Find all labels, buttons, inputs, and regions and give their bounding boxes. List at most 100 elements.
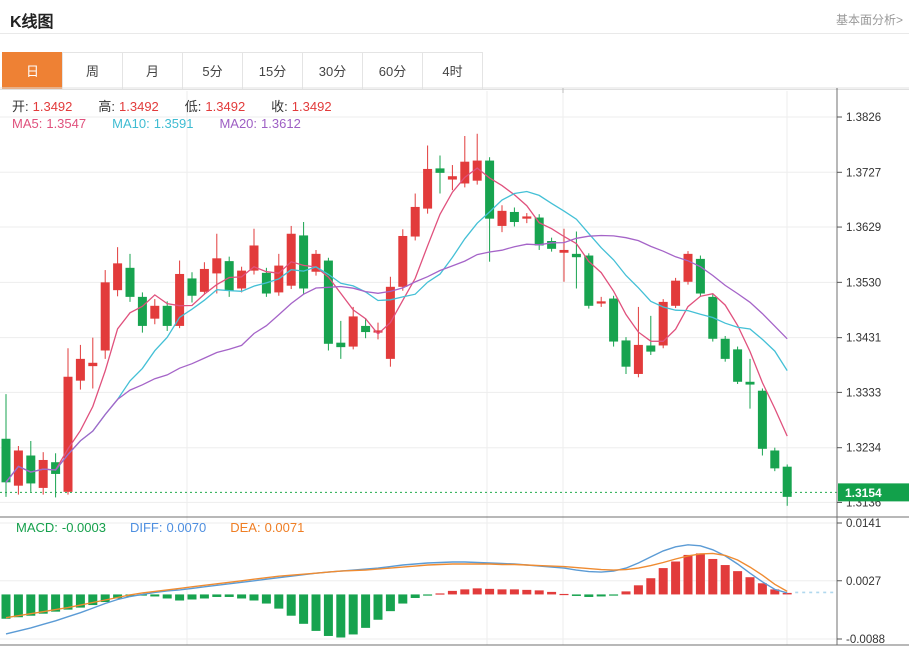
macd-bar	[460, 589, 470, 595]
candle	[137, 296, 147, 326]
candle	[224, 261, 234, 291]
current-price-label: 1.3154	[845, 486, 882, 500]
macd-bar	[385, 594, 395, 612]
price-axis-label: 1.3333	[846, 387, 881, 399]
macd-value: MACD: -0.0003	[16, 520, 106, 535]
macd-bar	[212, 594, 222, 597]
macd-bar	[150, 594, 160, 597]
macd-bar	[1, 594, 11, 619]
macd-bar	[224, 594, 234, 597]
ma10-value: MA10: 1.3591	[112, 116, 194, 131]
macd-bar	[323, 594, 333, 636]
candle	[720, 338, 730, 359]
candle	[609, 298, 619, 342]
macd-bar	[75, 594, 85, 608]
candle	[410, 206, 420, 237]
macd-bar	[175, 594, 185, 601]
macd-bar	[472, 588, 482, 595]
candle	[187, 278, 197, 296]
candle	[150, 305, 160, 319]
candle	[361, 325, 371, 333]
tab-5min[interactable]: 5分	[182, 52, 243, 90]
macd-bar	[584, 594, 594, 597]
macd-histogram	[1, 553, 792, 638]
macd-bar	[757, 583, 767, 595]
fundamental-analysis-link[interactable]: 基本面分析>	[835, 13, 903, 27]
macd-bar	[373, 594, 383, 620]
close-value: 收: 1.3492	[271, 99, 332, 114]
macd-bar	[237, 594, 247, 599]
macd-bar	[51, 594, 61, 612]
candle	[497, 210, 507, 226]
tab-60min[interactable]: 60分	[362, 52, 423, 90]
tab-15min[interactable]: 15分	[242, 52, 303, 90]
macd-bar	[509, 589, 519, 595]
macd-bar	[348, 594, 358, 635]
candle	[447, 176, 457, 180]
macd-bar	[13, 594, 23, 618]
candle	[100, 282, 110, 351]
macd-bar	[745, 577, 755, 595]
candle	[559, 249, 569, 253]
ma-lines	[5, 167, 788, 483]
ma5-value: MA5: 1.3547	[12, 116, 87, 131]
macd-bar	[571, 594, 581, 596]
candle	[770, 450, 780, 469]
macd-legend: MACD: -0.0003 DIFF: 0.0070 DEA: 0.0071	[16, 520, 328, 535]
macd-bar	[398, 594, 408, 604]
macd-bar	[658, 568, 668, 595]
low-value: 低: 1.3492	[184, 99, 246, 114]
candle	[733, 349, 743, 382]
macd-bar	[695, 553, 705, 595]
period-tabbar: 日周月 5分 15分 30分 60分 4时	[2, 52, 483, 90]
candlestick-series	[1, 133, 792, 506]
candle	[323, 260, 333, 344]
macd-bar	[100, 594, 110, 603]
axes	[0, 87, 909, 646]
candle	[286, 233, 296, 286]
macd-bar	[671, 561, 681, 595]
candle	[249, 245, 259, 271]
tab-30min[interactable]: 30分	[302, 52, 363, 90]
tab-month[interactable]: 月	[122, 52, 183, 90]
candle	[646, 345, 656, 352]
candle	[522, 216, 532, 219]
macd-axis-label: -0.0088	[846, 634, 885, 646]
macd-bar	[26, 594, 36, 616]
candle	[51, 462, 61, 474]
candle	[485, 160, 495, 219]
tabbar-underline	[0, 89, 909, 90]
macd-bar	[485, 588, 495, 595]
macd-bar	[621, 591, 631, 595]
macd-bar	[311, 594, 321, 631]
candle	[547, 241, 557, 249]
dea-value: DEA: 0.0071	[230, 520, 305, 535]
macd-bar	[361, 594, 371, 628]
diff-value: DIFF: 0.0070	[129, 520, 207, 535]
macd-bar	[559, 593, 569, 596]
candle	[336, 342, 346, 348]
ma20-line	[5, 234, 788, 483]
macd-bar	[88, 594, 98, 606]
macd-bar	[38, 594, 48, 614]
macd-bar	[274, 594, 284, 609]
candle	[63, 376, 73, 492]
candle	[75, 358, 85, 381]
macd-bar	[249, 594, 259, 601]
macd-bar	[522, 589, 532, 595]
macd-bar	[733, 571, 743, 595]
tab-day[interactable]: 日	[2, 52, 63, 90]
candle	[596, 301, 606, 304]
candle	[695, 258, 705, 294]
price-axis-label: 1.3234	[846, 443, 882, 455]
candle	[423, 168, 433, 209]
macd-bar	[609, 594, 619, 596]
macd-bar	[162, 594, 172, 599]
candle	[683, 253, 693, 282]
candle	[633, 344, 643, 374]
macd-bar	[683, 554, 693, 595]
macd-bar	[534, 590, 544, 595]
candle	[237, 270, 247, 289]
